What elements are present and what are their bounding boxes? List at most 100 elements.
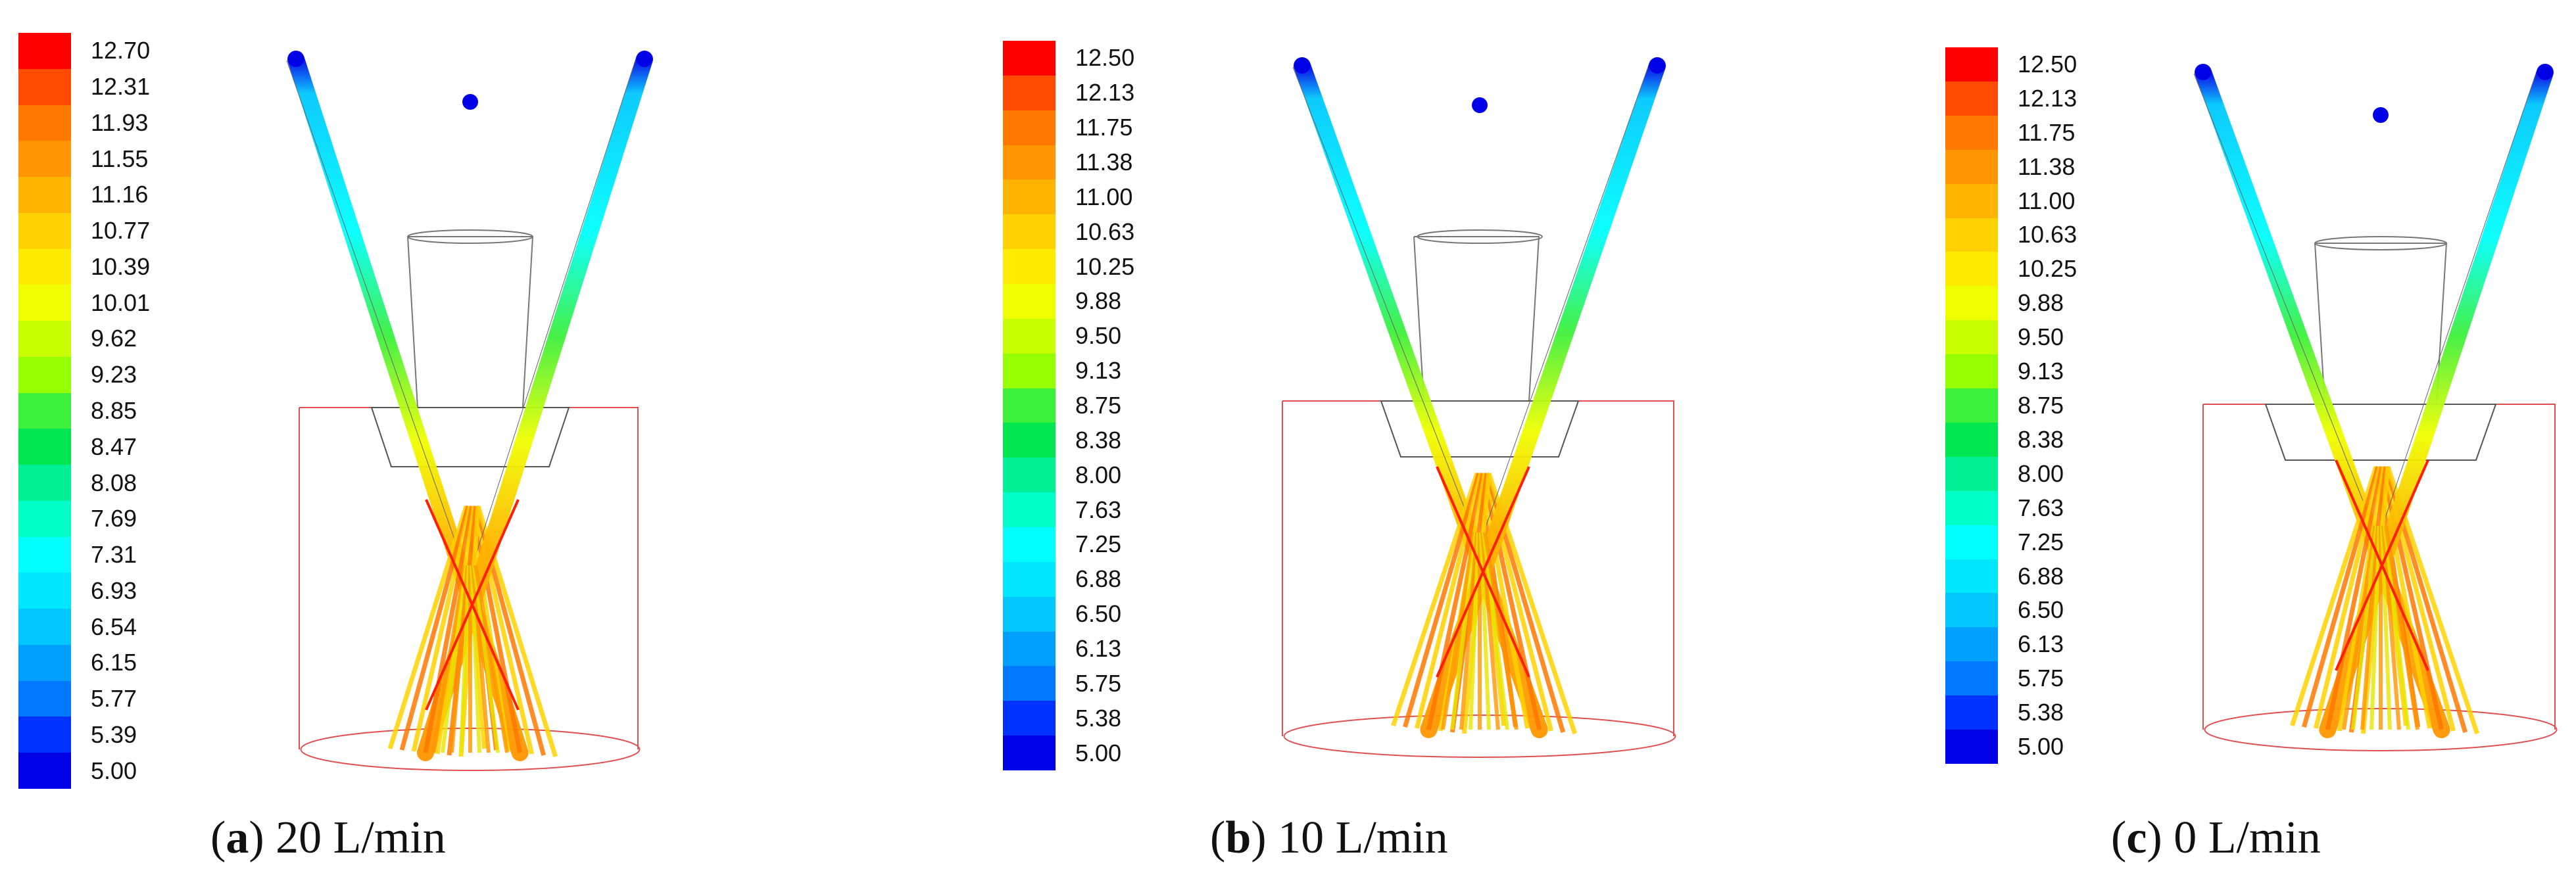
legend-swatch bbox=[1003, 736, 1056, 771]
legend-tick-label: 6.88 bbox=[2018, 562, 2064, 590]
center-jet-strand bbox=[2360, 525, 2380, 730]
legend-tick-label: 7.25 bbox=[2018, 528, 2064, 555]
nozzle-tip bbox=[2537, 64, 2553, 80]
legend-swatch bbox=[18, 644, 71, 682]
legend-swatch bbox=[1945, 183, 1998, 218]
legend-tick-label: 6.50 bbox=[2018, 596, 2064, 624]
legend-swatch bbox=[1003, 492, 1056, 528]
nozzle-tip bbox=[637, 51, 652, 67]
color-legend-b: 12.50 12.13 11.75 11.38 11.00 10.63 10.25 9.88 9… bbox=[1003, 41, 1134, 771]
legend-tick-label: 6.50 bbox=[1075, 600, 1122, 628]
nozzle-tip bbox=[1649, 58, 1665, 74]
nozzle-tip bbox=[288, 51, 304, 67]
nozzle-tip bbox=[1294, 58, 1310, 74]
legend-tick-label: 8.38 bbox=[2018, 425, 2064, 453]
legend-tick-label: 12.13 bbox=[2018, 84, 2078, 112]
legend-tick-label: 6.93 bbox=[91, 576, 137, 604]
left-jet-strand bbox=[1478, 473, 1530, 729]
legend-swatch bbox=[18, 248, 71, 285]
legend-swatch bbox=[18, 753, 71, 789]
legend-swatch bbox=[1003, 318, 1056, 354]
legend-tick-label: 5.00 bbox=[1075, 739, 1122, 766]
center-jet-strand bbox=[1469, 532, 1480, 730]
center-jet-strand bbox=[1441, 532, 1476, 730]
legend-swatch bbox=[1003, 179, 1056, 215]
funnel-lower-outline bbox=[370, 407, 570, 467]
legend-tick-label: 10.63 bbox=[2018, 221, 2078, 248]
legend-tick-label: 11.93 bbox=[91, 108, 149, 136]
legend-swatch bbox=[18, 105, 71, 141]
legend-swatch bbox=[18, 177, 71, 214]
center-jet-strand bbox=[1482, 532, 1509, 730]
legend-swatch bbox=[1945, 320, 1998, 355]
legend-tick-label: 8.47 bbox=[91, 433, 137, 460]
left-jet-wall bbox=[1292, 66, 1480, 546]
legend-tick-label: 6.15 bbox=[91, 649, 137, 676]
legend-swatch bbox=[1003, 423, 1056, 458]
legend-swatch bbox=[1945, 115, 1998, 151]
right-jet-strand bbox=[1391, 472, 1480, 727]
right-jet-strand bbox=[411, 505, 473, 752]
legend-tick-label: 5.38 bbox=[1075, 704, 1122, 732]
legend-swatch bbox=[1945, 559, 1998, 594]
legend-tick-label: 9.62 bbox=[91, 325, 137, 352]
legend-tick-label: 5.00 bbox=[91, 757, 137, 784]
legend-swatch bbox=[1945, 286, 1998, 321]
right-jet bbox=[416, 51, 653, 761]
legend-tick-label: 7.63 bbox=[1075, 496, 1122, 523]
legend-swatch bbox=[1945, 354, 1998, 389]
legend-swatch bbox=[1003, 353, 1056, 389]
left-jet-strand bbox=[470, 505, 523, 753]
right-jet-strand bbox=[399, 505, 471, 751]
caption-letter-c: c bbox=[2126, 812, 2147, 863]
legend-tick-label: 5.77 bbox=[91, 685, 137, 713]
legend-tick-label: 10.63 bbox=[1075, 218, 1135, 245]
legend-swatch bbox=[1003, 561, 1056, 598]
legend-swatch bbox=[1945, 695, 1998, 730]
legend-swatch bbox=[18, 356, 71, 394]
center-jet-strand bbox=[470, 565, 481, 753]
right-jet-strand bbox=[2325, 466, 2385, 730]
panel-b: 12.50 12.13 11.75 11.38 11.00 10.63 10.25 9.88 9… bbox=[855, 0, 1743, 892]
legend-swatch bbox=[1945, 661, 1998, 696]
legend-tick-label: 8.38 bbox=[1075, 426, 1122, 454]
center-jet-strand bbox=[1479, 532, 1491, 730]
legend-swatch bbox=[18, 68, 71, 105]
legend-swatch bbox=[18, 321, 71, 358]
legend-tick-label: 10.01 bbox=[91, 289, 151, 316]
right-jet-strand bbox=[387, 505, 469, 750]
right-jet-strand bbox=[2290, 465, 2379, 727]
left-jet-wall bbox=[286, 60, 469, 579]
left-jet-wall bbox=[2193, 73, 2379, 540]
legend-swatch bbox=[18, 285, 71, 321]
legend-swatch bbox=[18, 680, 71, 717]
nozzle-geometry-c bbox=[2193, 64, 2558, 751]
legend-tick-label: 9.50 bbox=[1075, 322, 1122, 350]
crossing-line bbox=[2335, 459, 2429, 671]
legend-swatch bbox=[18, 465, 71, 502]
funnel-lower-outline bbox=[2264, 404, 2497, 461]
crossing-line bbox=[1436, 466, 1530, 678]
legend-swatch bbox=[1003, 388, 1056, 423]
legend-tick-label: 8.75 bbox=[2018, 392, 2064, 419]
legend-tick-label: 12.50 bbox=[2018, 50, 2078, 78]
legend-swatch bbox=[1003, 631, 1056, 667]
panel-a: 12.70 12.31 11.93 11.55 11.16 10.77 10.39 10.01… bbox=[0, 0, 855, 892]
color-legend-c: 12.50 12.13 11.75 11.38 11.00 10.63 10.25 9.88 9… bbox=[1945, 47, 2077, 764]
center-jet-strand bbox=[2383, 525, 2410, 730]
legend-tick-label: 11.75 bbox=[2018, 118, 2076, 146]
legend-swatch bbox=[1003, 701, 1056, 736]
right-jet-strand bbox=[2301, 466, 2381, 728]
legend-swatch bbox=[1945, 47, 1998, 82]
legend-swatch bbox=[1945, 525, 1998, 560]
caption-c: (c) 0 L/min bbox=[2111, 812, 2321, 863]
legend-swatch bbox=[18, 536, 71, 573]
right-jet-strand bbox=[1415, 473, 1484, 729]
legend-tick-label: 5.39 bbox=[91, 720, 137, 748]
legend-swatch bbox=[1945, 593, 1998, 628]
center-jet-strand bbox=[441, 565, 468, 753]
caption-a: (a) 20 L/min bbox=[210, 812, 446, 863]
legend-swatch bbox=[1945, 388, 1998, 423]
legend-tick-label: 8.08 bbox=[91, 469, 137, 496]
caption-letter-b: b bbox=[1225, 812, 1252, 863]
